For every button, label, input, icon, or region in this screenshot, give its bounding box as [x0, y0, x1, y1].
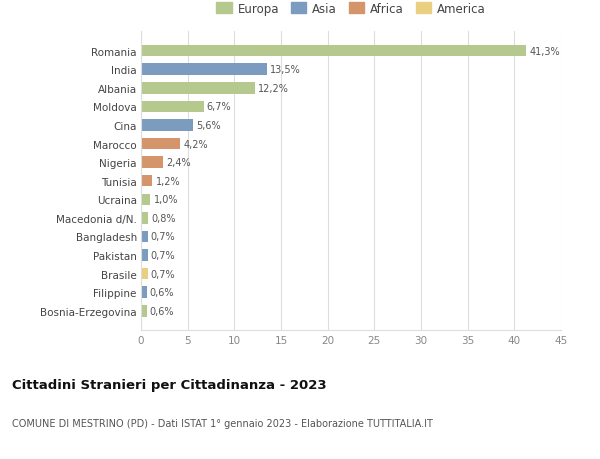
Bar — [141, 175, 152, 187]
Bar — [141, 157, 163, 168]
Text: 0,6%: 0,6% — [150, 288, 175, 297]
Text: 4,2%: 4,2% — [184, 139, 208, 149]
Bar — [141, 287, 146, 298]
Text: 1,0%: 1,0% — [154, 195, 178, 205]
Text: 0,7%: 0,7% — [151, 269, 175, 279]
Bar — [141, 250, 148, 261]
Text: Cittadini Stranieri per Cittadinanza - 2023: Cittadini Stranieri per Cittadinanza - 2… — [12, 379, 326, 392]
Text: 41,3%: 41,3% — [530, 46, 560, 56]
Text: COMUNE DI MESTRINO (PD) - Dati ISTAT 1° gennaio 2023 - Elaborazione TUTTITALIA.I: COMUNE DI MESTRINO (PD) - Dati ISTAT 1° … — [12, 418, 433, 428]
Bar — [141, 46, 526, 57]
Text: 0,6%: 0,6% — [150, 306, 175, 316]
Bar — [141, 269, 148, 280]
Bar — [141, 213, 148, 224]
Bar — [141, 64, 267, 76]
Text: 0,7%: 0,7% — [151, 232, 175, 242]
Legend: Europa, Asia, Africa, America: Europa, Asia, Africa, America — [212, 0, 490, 20]
Bar — [141, 231, 148, 243]
Text: 12,2%: 12,2% — [258, 84, 289, 94]
Text: 2,4%: 2,4% — [167, 158, 191, 168]
Text: 6,7%: 6,7% — [207, 102, 232, 112]
Text: 0,7%: 0,7% — [151, 251, 175, 261]
Text: 0,8%: 0,8% — [152, 213, 176, 224]
Text: 1,2%: 1,2% — [155, 176, 180, 186]
Text: 5,6%: 5,6% — [197, 121, 221, 131]
Text: 13,5%: 13,5% — [270, 65, 301, 75]
Bar — [141, 101, 203, 113]
Bar — [141, 120, 193, 131]
Bar — [141, 194, 151, 206]
Bar — [141, 139, 180, 150]
Bar — [141, 305, 146, 317]
Bar — [141, 83, 255, 94]
